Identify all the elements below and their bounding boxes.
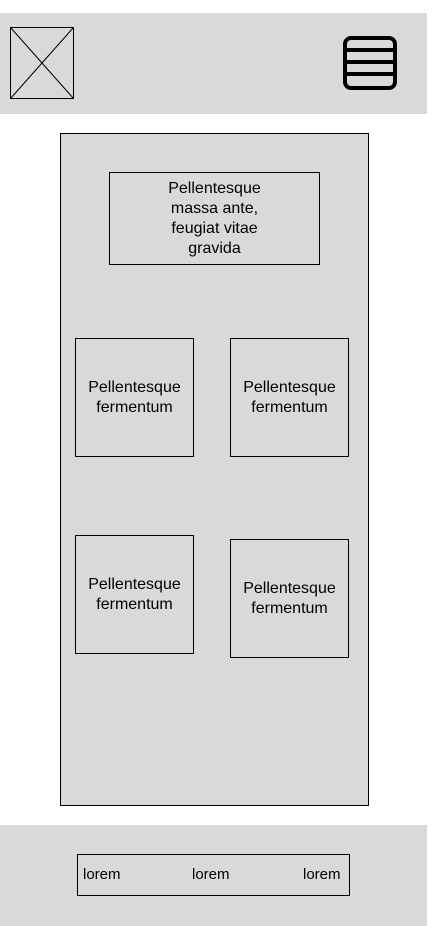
image-placeholder-icon[interactable] xyxy=(10,27,74,99)
footer-nav: lorem lorem lorem xyxy=(77,854,350,896)
feature-card-label: Pellentesque fermentum xyxy=(88,378,181,416)
feature-card-label: Pellentesque fermentum xyxy=(243,579,336,617)
feature-card-label: Pellentesque fermentum xyxy=(88,575,181,613)
footer-link[interactable]: lorem xyxy=(303,866,341,883)
footer-link[interactable]: lorem xyxy=(83,866,121,883)
feature-card[interactable]: Pellentesque fermentum xyxy=(230,539,349,658)
footer-bar: lorem lorem lorem xyxy=(0,825,427,926)
feature-card-label: Pellentesque fermentum xyxy=(243,378,336,416)
hamburger-menu-icon[interactable] xyxy=(342,35,398,91)
header-bar xyxy=(0,13,427,114)
footer-link[interactable]: lorem xyxy=(192,866,230,883)
headline-text: Pellentesque massa ante, feugiat vitae g… xyxy=(168,179,261,257)
feature-card[interactable]: Pellentesque fermentum xyxy=(75,338,194,457)
feature-card[interactable]: Pellentesque fermentum xyxy=(230,338,349,457)
main-content-panel xyxy=(60,133,369,806)
headline-box: Pellentesque massa ante, feugiat vitae g… xyxy=(109,172,320,265)
feature-card[interactable]: Pellentesque fermentum xyxy=(75,535,194,654)
